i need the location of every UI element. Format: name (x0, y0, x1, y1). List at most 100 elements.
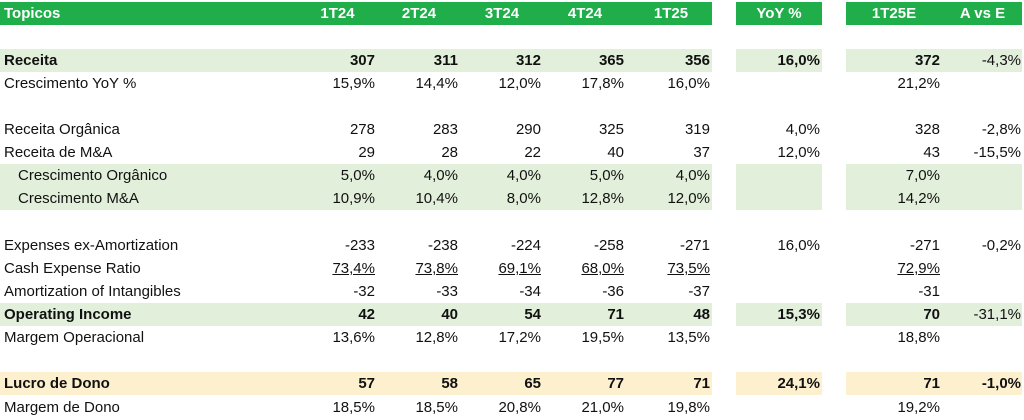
cell-2t24: 28 (441, 144, 458, 161)
cell-3t24: 312 (515, 52, 541, 69)
cell-a-vs-e: -0,2% (981, 237, 1021, 254)
cell-value: 69,1% (498, 260, 541, 277)
cell-2t24: 10,4% (415, 190, 458, 207)
row-lucro-de-dono: Lucro de Dono 57 58 65 77 71 24,1% 71 -1… (0, 372, 1024, 395)
cell-4t24: 71 (607, 306, 624, 323)
cell-1t24: 29 (358, 144, 375, 161)
row-label: Expenses ex-Amortization (4, 237, 179, 254)
cell-1t24: 307 (349, 52, 375, 69)
cell-1t24: 13,6% (332, 329, 375, 346)
cell-3t24: -224 (510, 237, 541, 254)
cell-a-vs-e: -1,0% (981, 375, 1021, 392)
cell-yoy: 12,0% (777, 144, 820, 161)
cell-1t25: 356 (684, 52, 710, 69)
cell-1t25: 37 (693, 144, 710, 161)
cell-2t24: 18,5% (415, 399, 458, 416)
cell-1t24: 73,4% (300, 257, 375, 280)
cell-value: 72,9% (897, 260, 940, 277)
cell-yoy: 4,0% (785, 121, 820, 138)
row-label: Cash Expense Ratio (4, 260, 141, 277)
cell-3t24: 17,2% (498, 329, 541, 346)
cell-value: 73,8% (415, 260, 458, 277)
row-label: Margem Operacional (4, 329, 145, 346)
row-band (846, 372, 1022, 395)
cell-2t24: -33 (436, 283, 458, 300)
row-band (736, 187, 822, 210)
cell-yoy: 16,0% (777, 52, 820, 69)
cell-4t24: 325 (598, 121, 624, 138)
header-yoy: YoY % (756, 5, 802, 22)
cell-1t25e: -271 (909, 237, 940, 254)
row-label: Operating Income (4, 306, 132, 323)
cell-1t25e: 372 (914, 52, 940, 69)
row-band (736, 49, 822, 72)
cell-2t24: 73,8% (380, 257, 458, 280)
cell-4t24: 68,0% (546, 257, 624, 280)
cell-1t24: 5,0% (340, 167, 375, 184)
cell-3t24: 12,0% (498, 75, 541, 92)
cell-4t24: 12,8% (581, 190, 624, 207)
cell-3t24: 22 (524, 144, 541, 161)
cell-a-vs-e: -2,8% (981, 121, 1021, 138)
cell-2t24: 40 (441, 306, 458, 323)
cell-value: 73,5% (667, 260, 710, 277)
cell-1t25: 71 (693, 375, 710, 392)
table-header: Topicos 1T24 2T24 3T24 4T24 1T25 YoY % 1… (0, 2, 1024, 25)
header-a-vs-e: A vs E (959, 5, 1006, 22)
row-band (846, 49, 1022, 72)
cell-3t24: 20,8% (498, 399, 541, 416)
header-topicos: Topicos (4, 5, 61, 22)
cell-1t25e: -31 (918, 283, 940, 300)
header-band-yoy (736, 2, 822, 25)
row-band (736, 303, 822, 326)
header-band-main (0, 2, 712, 25)
cell-3t24: -34 (519, 283, 541, 300)
row-crescimento-organico: Crescimento Orgânico 5,0% 4,0% 4,0% 5,0%… (0, 164, 1024, 187)
cell-1t25e: 19,2% (897, 399, 940, 416)
cell-4t24: 21,0% (581, 399, 624, 416)
cell-1t25e: 71 (923, 375, 940, 392)
cell-1t25: 4,0% (675, 167, 710, 184)
cell-value: 73,4% (332, 260, 375, 277)
cell-3t24: 8,0% (506, 190, 541, 207)
row-label: Receita Orgânica (4, 121, 120, 138)
cell-2t24: -238 (427, 237, 458, 254)
row-expenses-ex-amortization: Expenses ex-Amortization -233 -238 -224 … (0, 234, 1024, 257)
cell-a-vs-e: -4,3% (981, 52, 1021, 69)
row-margem-operacional: Margem Operacional 13,6% 12,8% 17,2% 19,… (0, 326, 1024, 349)
cell-1t24: -233 (344, 237, 375, 254)
row-operating-income: Operating Income 42 40 54 71 48 15,3% 70… (0, 303, 1024, 326)
header-4t24: 4T24 (567, 5, 603, 22)
cell-1t24: 18,5% (332, 399, 375, 416)
cell-1t25e: 328 (914, 121, 940, 138)
row-band (0, 187, 712, 210)
cell-4t24: 40 (607, 144, 624, 161)
row-receita: Receita 307 311 312 365 356 16,0% 372 -4… (0, 49, 1024, 72)
cell-1t25e: 21,2% (897, 75, 940, 92)
header-band-estimate (846, 2, 1022, 25)
header-3t24: 3T24 (484, 5, 520, 22)
cell-2t24: 4,0% (423, 167, 458, 184)
row-label: Receita (4, 52, 58, 69)
cell-3t24: 290 (515, 121, 541, 138)
row-crescimento-yoy: Crescimento YoY % 15,9% 14,4% 12,0% 17,8… (0, 72, 1024, 95)
row-label: Receita de M&A (4, 144, 113, 161)
cell-yoy: 16,0% (777, 237, 820, 254)
cell-1t24: -32 (353, 283, 375, 300)
cell-1t24: 10,9% (332, 190, 375, 207)
header-2t24: 2T24 (401, 5, 437, 22)
row-band (736, 372, 822, 395)
row-label: Crescimento Orgânico (18, 167, 168, 184)
cell-1t25: 319 (684, 121, 710, 138)
cell-1t25: 13,5% (667, 329, 710, 346)
row-band (0, 164, 712, 187)
cell-4t24: 365 (598, 52, 624, 69)
cell-1t24: 42 (358, 306, 375, 323)
cell-a-vs-e: -15,5% (973, 144, 1021, 161)
header-1t25: 1T25 (653, 5, 689, 22)
cell-4t24: -258 (593, 237, 624, 254)
row-margem-de-dono: Margem de Dono 18,5% 18,5% 20,8% 21,0% 1… (0, 396, 1024, 419)
row-label: Lucro de Dono (4, 375, 110, 392)
cell-2t24: 58 (441, 375, 458, 392)
row-amortization-intangibles: Amortization of Intangibles -32 -33 -34 … (0, 280, 1024, 303)
